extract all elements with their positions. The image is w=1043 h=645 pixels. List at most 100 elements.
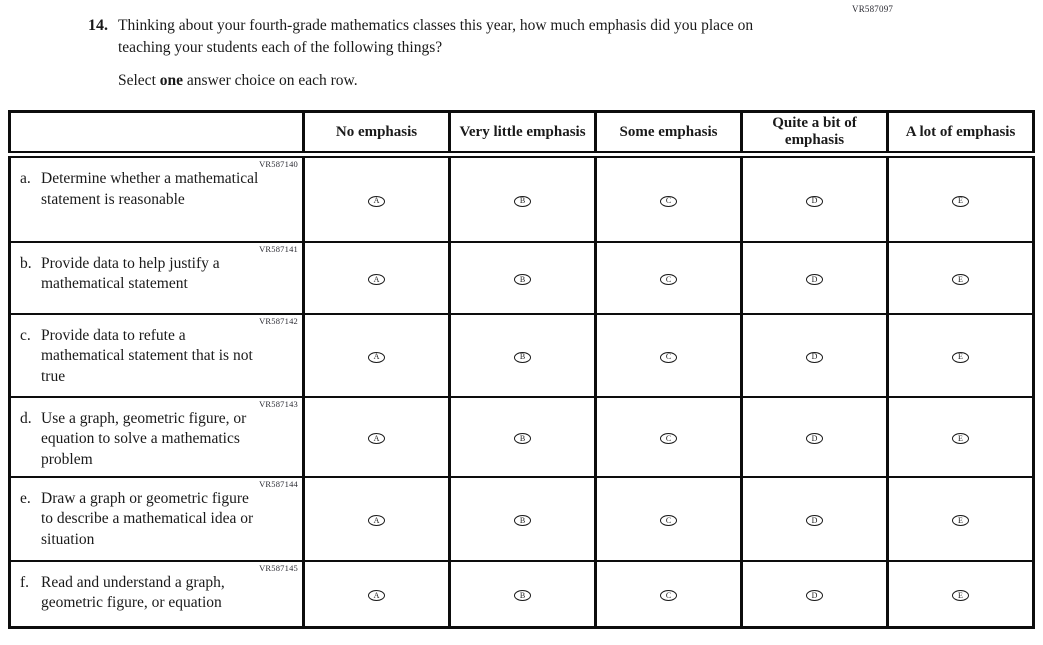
option-bubble[interactable]: B — [514, 274, 531, 285]
option-bubble[interactable]: A — [368, 195, 385, 207]
option-bubble[interactable]: C — [660, 351, 677, 363]
option-cell: E — [886, 475, 1035, 562]
stem-header-cell — [8, 110, 305, 158]
item-stem-cell: VR587140 a. Determine whether a mathemat… — [8, 153, 305, 243]
option-bubble[interactable]: D — [806, 195, 823, 207]
item-stem-cell: VR587141 b. Provide data to help justify… — [8, 240, 305, 315]
question-body: Thinking about your fourth-grade mathema… — [118, 15, 760, 90]
column-header-very-little-emphasis: Very little emphasis — [448, 110, 597, 158]
option-bubble[interactable]: C — [660, 433, 677, 444]
option-bubble[interactable]: A — [368, 433, 385, 444]
item-stem-cell: VR587142 c. Provide data to refute a mat… — [8, 312, 305, 398]
instruction-suffix: answer choice on each row. — [183, 72, 358, 89]
option-bubble[interactable]: A — [368, 515, 385, 526]
option-cell: D — [740, 559, 889, 629]
table-row-a: VR587140 a. Determine whether a mathemat… — [8, 153, 1035, 243]
item-stem-cell: VR587144 e. Draw a graph or geometric fi… — [8, 475, 305, 562]
item-text: Determine whether a mathematical stateme… — [41, 170, 259, 208]
option-bubble[interactable]: C — [660, 274, 677, 285]
option-cell: A — [302, 153, 451, 243]
option-cell: E — [886, 312, 1035, 398]
item-stem-cell: VR587145 f. Read and understand a graph,… — [8, 559, 305, 629]
option-cell: E — [886, 240, 1035, 315]
option-bubble[interactable]: B — [514, 590, 531, 602]
option-bubble[interactable]: E — [952, 515, 969, 526]
option-cell: A — [302, 475, 451, 562]
option-cell: A — [302, 559, 451, 629]
option-bubble[interactable]: C — [660, 515, 677, 526]
column-header-a-lot-of-emphasis: A lot of emphasis — [886, 110, 1035, 158]
option-cell: C — [594, 153, 743, 243]
option-bubble[interactable]: E — [952, 274, 969, 285]
item-letter: b. — [20, 254, 32, 272]
option-bubble[interactable]: E — [952, 590, 969, 602]
option-bubble[interactable]: A — [368, 590, 385, 602]
item-letter: d. — [20, 409, 32, 427]
form-code: VR587097 — [852, 4, 894, 14]
item-text: Use a graph, geometric figure, or equati… — [41, 409, 247, 468]
column-header-quite-a-bit-of-emphasis: Quite a bit of emphasis — [740, 110, 889, 158]
option-bubble[interactable]: E — [952, 195, 969, 207]
item-stem-cell: VR587143 d. Use a graph, geometric figur… — [8, 395, 305, 478]
option-bubble[interactable]: D — [806, 351, 823, 363]
question-text: Thinking about your fourth-grade mathema… — [118, 17, 754, 56]
option-bubble[interactable]: B — [514, 515, 531, 526]
option-cell: C — [594, 240, 743, 315]
row-code: VR587145 — [259, 562, 298, 573]
option-cell: C — [594, 395, 743, 478]
option-cell: D — [740, 475, 889, 562]
option-bubble[interactable]: B — [514, 195, 531, 207]
header-row: No emphasis Very little emphasis Some em… — [8, 110, 1035, 158]
instruction-prefix: Select — [118, 72, 160, 89]
option-cell: E — [886, 559, 1035, 629]
column-header-some-emphasis: Some emphasis — [594, 110, 743, 158]
option-bubble[interactable]: B — [514, 433, 531, 444]
table-row-e: VR587144 e. Draw a graph or geometric fi… — [8, 475, 1035, 562]
option-cell: B — [448, 240, 597, 315]
option-cell: D — [740, 395, 889, 478]
option-bubble[interactable]: D — [806, 433, 823, 444]
item-text: Provide data to refute a mathematical st… — [41, 326, 253, 385]
row-code: VR587141 — [259, 243, 298, 254]
table-row-f: VR587145 f. Read and understand a graph,… — [8, 559, 1035, 629]
item-letter: f. — [20, 573, 30, 591]
option-cell: C — [594, 475, 743, 562]
option-cell: A — [302, 395, 451, 478]
option-bubble[interactable]: B — [514, 351, 531, 363]
option-cell: B — [448, 153, 597, 243]
option-bubble[interactable]: A — [368, 274, 385, 285]
table-row-c: VR587142 c. Provide data to refute a mat… — [8, 312, 1035, 398]
option-cell: B — [448, 312, 597, 398]
option-bubble[interactable]: D — [806, 590, 823, 602]
response-grid: No emphasis Very little emphasis Some em… — [8, 110, 1035, 629]
option-cell: D — [740, 153, 889, 243]
column-header-no-emphasis: No emphasis — [302, 110, 451, 158]
option-bubble[interactable]: E — [952, 433, 969, 444]
option-cell: E — [886, 395, 1035, 478]
option-cell: A — [302, 312, 451, 398]
option-cell: B — [448, 475, 597, 562]
item-letter: a. — [20, 170, 31, 188]
item-text: Read and understand a graph, geometric f… — [41, 573, 225, 612]
item-text: Provide data to help justify a mathemati… — [41, 254, 220, 293]
item-text: Draw a graph or geometric figure to desc… — [41, 489, 254, 548]
option-bubble[interactable]: D — [806, 274, 823, 285]
option-cell: D — [740, 312, 889, 398]
option-bubble[interactable]: C — [660, 590, 677, 602]
question-number: 14. — [88, 17, 108, 34]
option-bubble[interactable]: D — [806, 515, 823, 526]
option-cell: A — [302, 240, 451, 315]
option-bubble[interactable]: E — [952, 351, 969, 363]
row-code: VR587142 — [259, 315, 298, 326]
row-code: VR587143 — [259, 398, 298, 409]
question-14: 14. Thinking about your fourth-grade mat… — [88, 15, 760, 90]
row-code: VR587144 — [259, 478, 298, 489]
option-cell: B — [448, 395, 597, 478]
instruction-bold-word: one — [159, 72, 183, 89]
option-cell: E — [886, 153, 1035, 243]
option-bubble[interactable]: A — [368, 351, 385, 363]
item-letter: e. — [20, 489, 31, 507]
option-bubble[interactable]: C — [660, 195, 677, 207]
option-cell: C — [594, 559, 743, 629]
row-code: VR587140 — [259, 159, 298, 169]
